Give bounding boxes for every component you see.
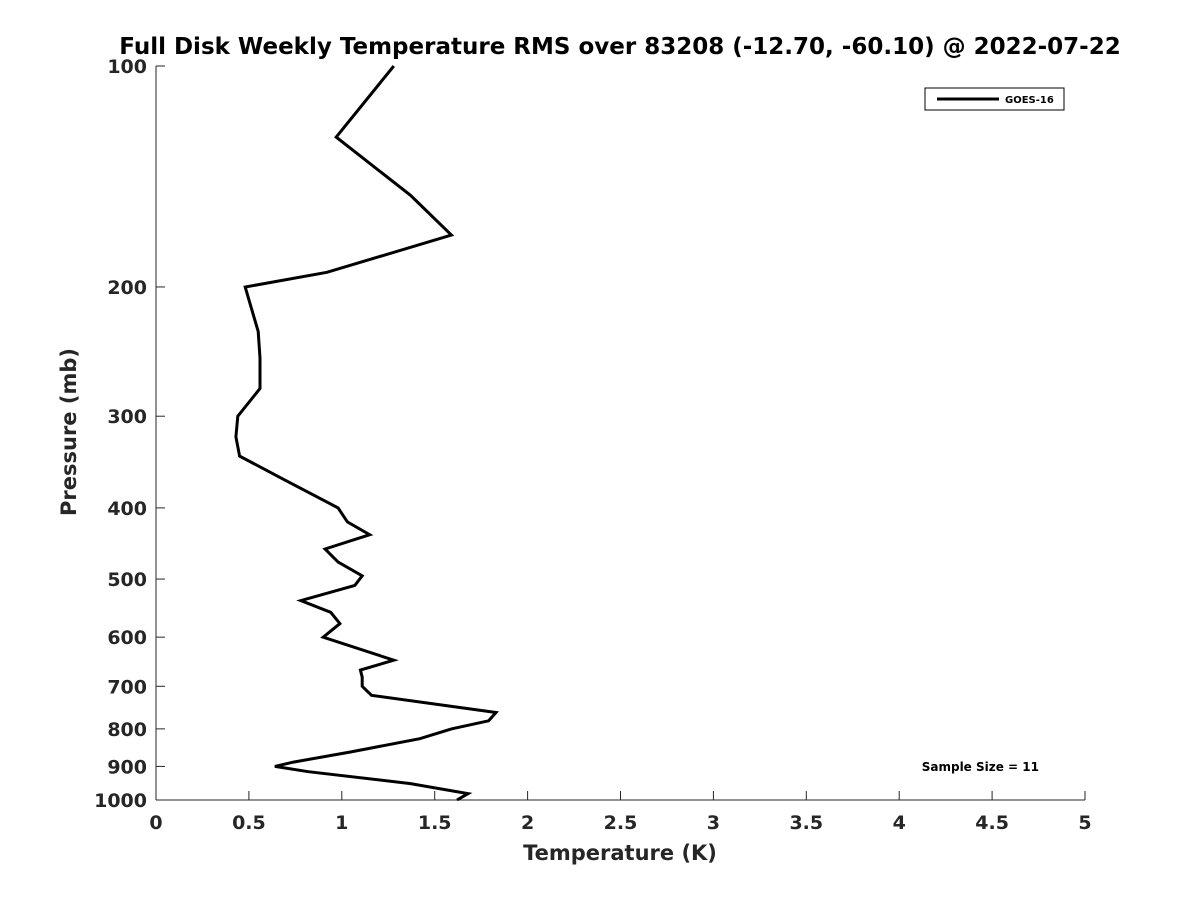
x-tick-label: 4: [893, 812, 906, 834]
sample-size-annotation: Sample Size = 11: [922, 760, 1039, 774]
series-line-goes-16: [234, 65, 499, 802]
y-tick-label: 900: [107, 756, 147, 778]
x-tick-label: 1: [335, 812, 348, 834]
y-tick-label: 1000: [94, 790, 147, 812]
x-tick-label: 3: [707, 812, 720, 834]
y-tick-label: 400: [107, 498, 147, 520]
x-axis-label: Temperature (K): [523, 841, 717, 865]
x-tick-label: 4.5: [975, 812, 1009, 834]
y-tick-label: 300: [107, 406, 147, 428]
y-tick-label: 600: [107, 627, 147, 649]
y-tick-label: 700: [107, 676, 147, 698]
x-tick-label: 0: [149, 812, 162, 834]
y-axis-label: Pressure (mb): [57, 348, 81, 516]
x-tick-label: 0.5: [232, 812, 266, 834]
x-tick-label: 2: [521, 812, 534, 834]
y-tick-label: 800: [107, 719, 147, 741]
x-tick-label: 2.5: [604, 812, 638, 834]
axes: 0 0.5 1 1.5 2 2.5 3 3.5 4 4.5 5 100 200 300 400 500 600 7…: [94, 56, 1092, 834]
legend: GOES-16: [924, 87, 1065, 111]
x-tick-label: 1.5: [418, 812, 452, 834]
chart-title: Full Disk Weekly Temperature RMS over 83…: [119, 34, 1121, 60]
y-tick-label: 500: [107, 569, 147, 591]
x-tick-label: 3.5: [789, 812, 823, 834]
x-tick-label: 5: [1078, 812, 1091, 834]
y-tick-label: 100: [107, 56, 147, 78]
legend-label-goes-16: GOES-16: [1005, 95, 1054, 106]
y-tick-label: 200: [107, 277, 147, 299]
